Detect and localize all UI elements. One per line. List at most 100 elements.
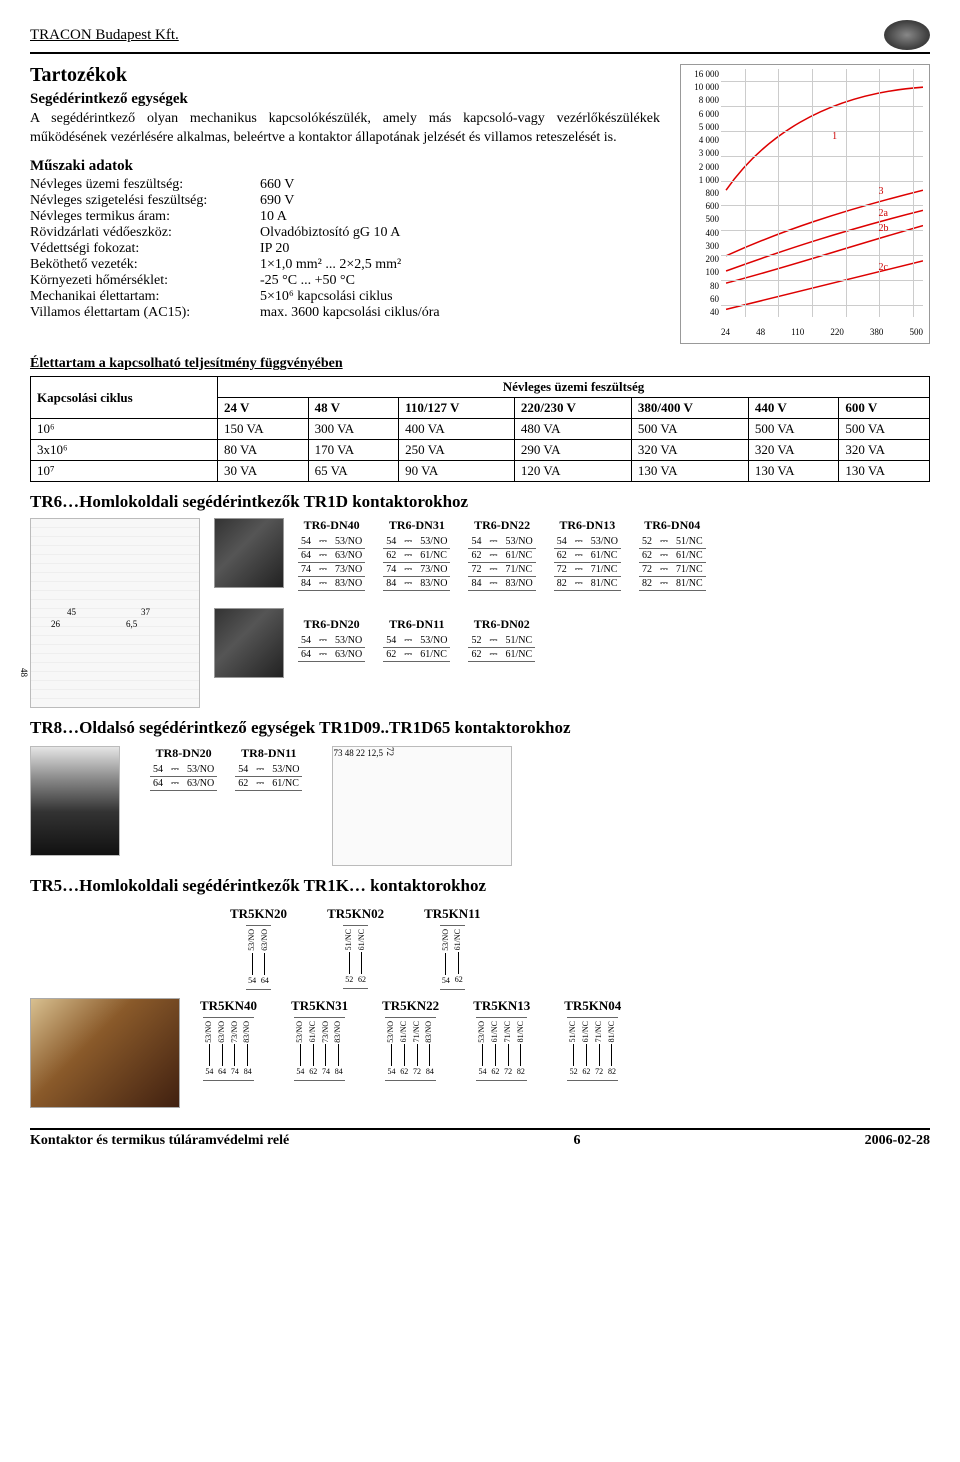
page-footer: Kontaktor és termikus túláramvédelmi rel… xyxy=(30,1128,930,1149)
life-row: 3x10⁶80 VA170 VA250 VA290 VA320 VA320 VA… xyxy=(31,440,930,461)
footer-page-number: 6 xyxy=(573,1133,580,1149)
life-row-header: Kapcsolási ciklus xyxy=(31,377,218,419)
life-col-header: 48 V xyxy=(308,398,399,419)
tr5-block-title: TR5KN31 xyxy=(291,998,348,1014)
spec-row: Környezeti hőmérséklet:-25 °C ... +50 °C xyxy=(30,273,660,289)
spec-label: Rövidzárlati védőeszköz: xyxy=(30,225,260,241)
spec-label: Beköthető vezeték: xyxy=(30,257,260,273)
tr8-dimension-drawing: 73 48 22 12,5 72 xyxy=(332,746,512,866)
terminal-block-title: TR6-DN22 xyxy=(468,518,535,533)
tr5-block-title: TR5KN02 xyxy=(327,906,384,922)
life-col-header: 440 V xyxy=(748,398,839,419)
life-row: 10⁶150 VA300 VA400 VA480 VA500 VA500 VA5… xyxy=(31,419,930,440)
tr5-title: TR5…Homlokoldali segédérintkezők TR1K… k… xyxy=(30,876,930,896)
tr8-product-photo xyxy=(30,746,120,856)
terminal-block-title: TR8-DN11 xyxy=(235,746,302,761)
terminal-block-title: TR6-DN04 xyxy=(639,518,706,533)
tr6-product-photo-2 xyxy=(214,608,284,678)
tr6-terminals-top: TR6-DN4054⎓53/NO64⎓63/NO74⎓73/NO84⎓83/NO… xyxy=(298,518,930,591)
spec-value: IP 20 xyxy=(260,241,660,257)
spec-row: Rövidzárlati védőeszköz:Olvadóbiztosító … xyxy=(30,225,660,241)
top-section: Tartozékok Segédérintkező egységek A seg… xyxy=(30,64,930,344)
terminal-block-title: TR6-DN20 xyxy=(298,617,365,632)
tr6-terminal-area: TR6-DN4054⎓53/NO64⎓63/NO74⎓73/NO84⎓83/NO… xyxy=(298,518,930,662)
tr5-block-title: TR5KN22 xyxy=(382,998,439,1014)
tr6-title: TR6…Homlokoldali segédérintkezők TR1D ko… xyxy=(30,492,930,512)
specs-list: Névleges üzemi feszültség:660 VNévleges … xyxy=(30,177,660,321)
life-col-header: 24 V xyxy=(218,398,309,419)
life-table: Kapcsolási ciklus Névleges üzemi feszült… xyxy=(30,376,930,482)
spec-value: Olvadóbiztosító gG 10 A xyxy=(260,225,660,241)
tr5-block-title: TR5KN13 xyxy=(473,998,530,1014)
tr5-block: TR5KN1353/NO5461/NC6271/NC7281/NC82 xyxy=(473,998,530,1082)
spec-row: Védettségi fokozat:IP 20 xyxy=(30,241,660,257)
tr5-block: TR5KN1153/NO5461/NC62 xyxy=(424,906,480,990)
footer-left: Kontaktor és termikus túláramvédelmi rel… xyxy=(30,1133,289,1149)
terminal-block: TR6-DN0252⎓51/NC62⎓61/NC xyxy=(468,617,535,662)
terminal-block: TR6-DN4054⎓53/NO64⎓63/NO74⎓73/NO84⎓83/NO xyxy=(298,518,365,591)
tr8-section: TR8-DN2054⎓53/NO64⎓63/NO TR8-DN1154⎓53/NO… xyxy=(30,746,930,866)
tr5-product-photo xyxy=(30,998,180,1108)
terminal-block: TR8-DN2054⎓53/NO64⎓63/NO xyxy=(150,746,217,791)
tr6-dimension-drawing: 45 26 37 6,5 48 xyxy=(30,518,200,708)
terminal-block: TR6-DN2054⎓53/NO64⎓63/NO xyxy=(298,617,365,662)
tracon-logo xyxy=(884,20,930,50)
life-span-header: Névleges üzemi feszültség xyxy=(218,377,930,398)
terminal-block-title: TR8-DN20 xyxy=(150,746,217,761)
terminal-block: TR6-DN0452⎓51/NC62⎓61/NC72⎓71/NC82⎓81/NC xyxy=(639,518,706,591)
tr6-product-photo-1 xyxy=(214,518,284,588)
spec-row: Beköthető vezeték:1×1,0 mm² ... 2×2,5 mm… xyxy=(30,257,660,273)
spec-value: 690 V xyxy=(260,193,660,209)
tr5-row-1: TR5KN2053/NO5463/NO64 TR5KN0251/NC5261/NC… xyxy=(230,906,930,990)
life-col-header: 380/400 V xyxy=(631,398,748,419)
tr5-block: TR5KN3153/NO5461/NC6273/NO7483/NO84 xyxy=(291,998,348,1082)
terminal-block-title: TR6-DN02 xyxy=(468,617,535,632)
spec-row: Villamos élettartam (AC15):max. 3600 kap… xyxy=(30,305,660,321)
tr5-block: TR5KN4053/NO5463/NO6473/NO7483/NO84 xyxy=(200,998,257,1082)
terminal-block-title: TR6-DN13 xyxy=(554,518,621,533)
terminal-block: TR6-DN1354⎓53/NO62⎓61/NC72⎓71/NC82⎓81/NC xyxy=(554,518,621,591)
tr5-row-2: TR5KN4053/NO5463/NO6473/NO7483/NO84TR5KN… xyxy=(200,998,930,1082)
life-col-header: 220/230 V xyxy=(514,398,631,419)
chart-y-axis: 16 00010 0008 0006 0005 0004 0003 0002 0… xyxy=(685,69,719,317)
life-col-header: 600 V xyxy=(839,398,930,419)
tr5-block-title: TR5KN20 xyxy=(230,906,287,922)
spec-row: Névleges szigetelési feszültség:690 V xyxy=(30,193,660,209)
tr5-block: TR5KN2253/NO5461/NC6271/NC7283/NO84 xyxy=(382,998,439,1082)
terminal-block: TR6-DN1154⎓53/NO62⎓61/NC xyxy=(383,617,450,662)
intro-paragraph: A segédérintkező olyan mechanikus kapcso… xyxy=(30,110,660,148)
spec-value: 1×1,0 mm² ... 2×2,5 mm² xyxy=(260,257,660,273)
tr5-block-title: TR5KN11 xyxy=(424,906,480,922)
tr5-block-title: TR5KN40 xyxy=(200,998,257,1014)
spec-row: Névleges üzemi feszültség:660 V xyxy=(30,177,660,193)
terminal-block-title: TR6-DN31 xyxy=(383,518,450,533)
spec-value: 5×10⁶ kapcsolási ciklus xyxy=(260,289,660,305)
spec-row: Mechanikai élettartam:5×10⁶ kapcsolási c… xyxy=(30,289,660,305)
terminal-block-title: TR6-DN40 xyxy=(298,518,365,533)
spec-value: -25 °C ... +50 °C xyxy=(260,273,660,289)
terminal-block: TR6-DN2254⎓53/NO62⎓61/NC72⎓71/NC84⎓83/NO xyxy=(468,518,535,591)
spec-label: Környezeti hőmérséklet: xyxy=(30,273,260,289)
tr5-block: TR5KN0251/NC5261/NC62 xyxy=(327,906,384,989)
life-row: 10⁷30 VA65 VA90 VA120 VA130 VA130 VA130 … xyxy=(31,461,930,482)
spec-label: Névleges üzemi feszültség: xyxy=(30,177,260,193)
tr6-terminals-bottom: TR6-DN2054⎓53/NO64⎓63/NO TR6-DN1154⎓53/NO… xyxy=(298,617,930,662)
spec-label: Mechanikai élettartam: xyxy=(30,289,260,305)
chart-plot-area: 132a2b2c xyxy=(721,69,923,317)
tr5-block: TR5KN2053/NO5463/NO64 xyxy=(230,906,287,990)
page-header: TRACON Budapest Kft. xyxy=(30,20,930,54)
specs-heading: Műszaki adatok xyxy=(30,158,660,175)
spec-label: Névleges szigetelési feszültség: xyxy=(30,193,260,209)
tr5-section: TR5KN2053/NO5463/NO64 TR5KN0251/NC5261/NC… xyxy=(30,906,930,1108)
terminal-block: TR8-DN1154⎓53/NO62⎓61/NC xyxy=(235,746,302,791)
sub-title: Segédérintkező egységek xyxy=(30,91,660,108)
spec-value: max. 3600 kapcsolási ciklus/óra xyxy=(260,305,660,321)
company-name: TRACON Budapest Kft. xyxy=(30,27,179,44)
tr5-block: TR5KN0451/NC5261/NC6271/NC7281/NC82 xyxy=(564,998,621,1081)
spec-value: 10 A xyxy=(260,209,660,225)
chart-x-axis: 2448110220380500 xyxy=(721,327,923,337)
lifetime-chart: 16 00010 0008 0006 0005 0004 0003 0002 0… xyxy=(680,64,930,344)
spec-label: Villamos élettartam (AC15): xyxy=(30,305,260,321)
spec-value: 660 V xyxy=(260,177,660,193)
footer-date: 2006-02-28 xyxy=(865,1133,930,1149)
